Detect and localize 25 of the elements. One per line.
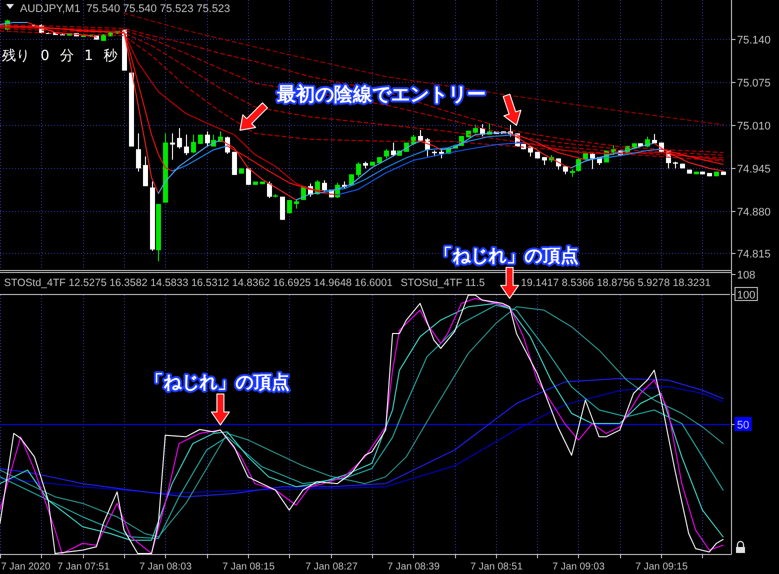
note: 19.1417 8.5366 18.8756 5.9278 18.3231 (520, 277, 711, 289)
y-tick-label: 108 (737, 270, 756, 282)
x-tick-label: 7 Jan 2020 (1, 561, 50, 572)
x-tick-label: 7 Jan 08:27 (305, 561, 358, 572)
y-tick-label: 75.140 (737, 34, 771, 46)
x-tick-label: 7 Jan 08:15 (222, 561, 275, 572)
x-tick-label: 7 Jan 09:15 (635, 561, 688, 572)
x-tick-label: 7 Jan 09:03 (552, 561, 605, 572)
annotation: 「ねじれ」の頂点 (434, 245, 579, 266)
y-tick-label: 75.010 (737, 120, 771, 132)
y-tick-label: 100 (737, 290, 756, 302)
title: STOStd_4TF 12.5275 16.3582 14.5833 16.5312 14.8362 16.6925 14.9648 16.6001 (4, 277, 393, 289)
y-tick-label: 74.880 (737, 206, 771, 218)
subtitle: STOStd_4TF 11.5 (400, 277, 485, 289)
note: 残り 0 分 1 秒 (2, 48, 118, 64)
x-tick-label: 7 Jan 08:39 (387, 561, 440, 572)
y-tick-label: 74.945 (737, 164, 771, 176)
x-tick-label: 7 Jan 08:03 (139, 561, 192, 572)
y-tick-label: 50 (737, 420, 750, 432)
y-tick-label: 75.075 (737, 78, 771, 90)
x-tick-label: 7 Jan 07:51 (57, 561, 110, 572)
annotation: 「ねじれ」の頂点 (145, 372, 290, 394)
title: AUDJPY,M1 75.540 75.540 75.523 75.523 (20, 3, 230, 15)
y-tick-label: 74.815 (737, 248, 771, 260)
x-tick-label: 7 Jan 08:51 (470, 561, 523, 572)
